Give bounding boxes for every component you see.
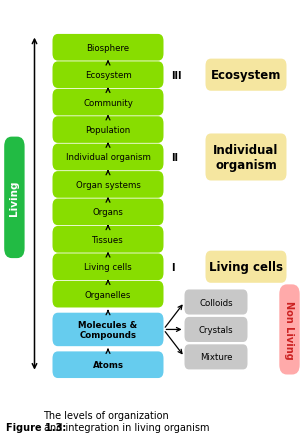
Text: Living cells: Living cells bbox=[84, 263, 132, 272]
FancyBboxPatch shape bbox=[184, 317, 248, 342]
FancyBboxPatch shape bbox=[206, 251, 286, 283]
Text: Individual organism: Individual organism bbox=[66, 153, 150, 162]
FancyBboxPatch shape bbox=[4, 137, 25, 259]
Text: Colloids: Colloids bbox=[199, 298, 233, 307]
FancyBboxPatch shape bbox=[52, 62, 164, 89]
FancyBboxPatch shape bbox=[52, 281, 164, 308]
Text: Mixture: Mixture bbox=[200, 352, 232, 362]
Text: Individual
organism: Individual organism bbox=[213, 144, 279, 171]
Text: Non Living: Non Living bbox=[284, 300, 295, 359]
FancyBboxPatch shape bbox=[206, 59, 286, 92]
Text: Ecosystem: Ecosystem bbox=[85, 71, 131, 80]
FancyBboxPatch shape bbox=[52, 199, 164, 226]
Text: Living: Living bbox=[9, 180, 20, 216]
Text: Biosphere: Biosphere bbox=[86, 44, 130, 53]
Text: Atoms: Atoms bbox=[92, 360, 124, 369]
Text: Population: Population bbox=[85, 126, 130, 135]
Text: Organelles: Organelles bbox=[85, 290, 131, 299]
FancyBboxPatch shape bbox=[52, 254, 164, 280]
Text: Living cells: Living cells bbox=[209, 261, 283, 273]
FancyBboxPatch shape bbox=[184, 290, 248, 315]
FancyBboxPatch shape bbox=[279, 285, 300, 375]
FancyBboxPatch shape bbox=[52, 35, 164, 62]
Text: The levels of organization
and integration in living organism: The levels of organization and integrati… bbox=[44, 410, 209, 432]
Text: III: III bbox=[171, 70, 181, 80]
FancyBboxPatch shape bbox=[52, 89, 164, 116]
Text: Molecules &
Compounds: Molecules & Compounds bbox=[78, 320, 138, 339]
Text: Community: Community bbox=[83, 99, 133, 107]
FancyBboxPatch shape bbox=[52, 117, 164, 144]
FancyBboxPatch shape bbox=[52, 352, 164, 378]
FancyBboxPatch shape bbox=[52, 227, 164, 253]
Text: I: I bbox=[171, 262, 175, 272]
FancyBboxPatch shape bbox=[184, 345, 248, 370]
Text: Organ systems: Organ systems bbox=[76, 181, 140, 190]
FancyBboxPatch shape bbox=[52, 145, 164, 171]
Text: Crystals: Crystals bbox=[199, 325, 233, 334]
FancyBboxPatch shape bbox=[206, 134, 286, 181]
Text: Figure 1.3:: Figure 1.3: bbox=[6, 422, 66, 432]
FancyBboxPatch shape bbox=[52, 172, 164, 198]
Text: Ecosystem: Ecosystem bbox=[211, 69, 281, 82]
FancyBboxPatch shape bbox=[52, 313, 164, 346]
Text: Organs: Organs bbox=[93, 208, 123, 217]
Text: Tissues: Tissues bbox=[92, 235, 124, 244]
Text: II: II bbox=[171, 153, 178, 163]
